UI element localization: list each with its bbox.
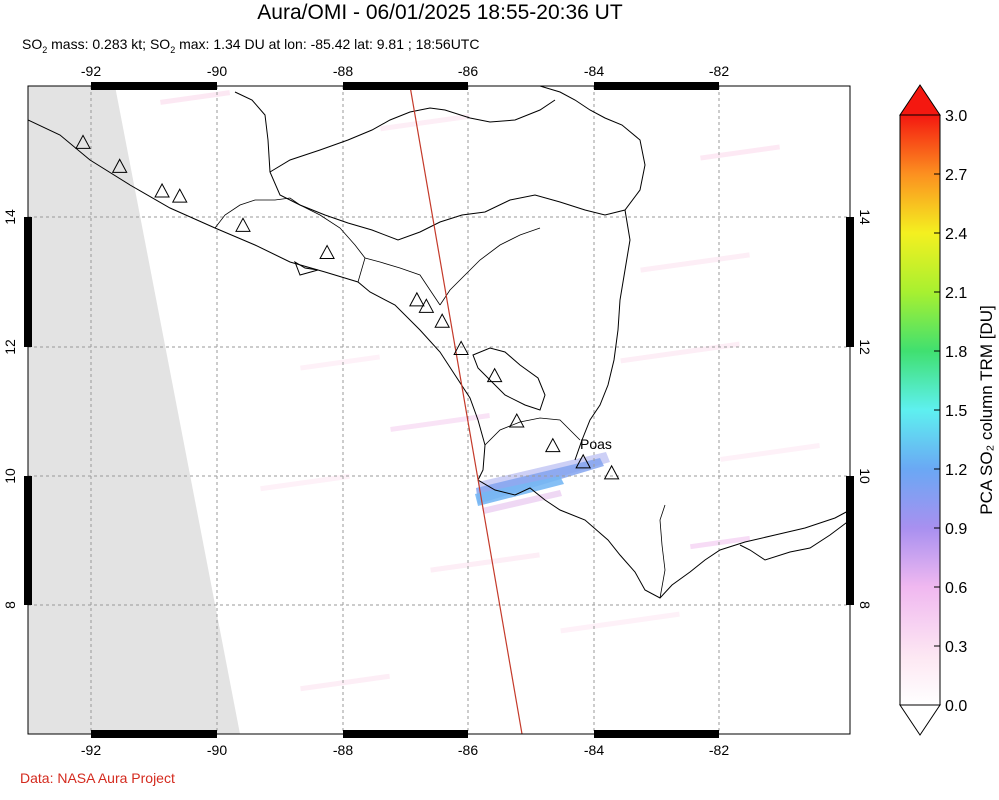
volcano-marker-5 <box>319 244 335 260</box>
colorbar-tick-labels: 3.0 2.7 2.4 2.1 1.8 1.5 1.2 0.9 0.6 0.3 … <box>945 108 967 715</box>
volcano-marker-8 <box>434 313 450 328</box>
cb-tick-10: 0.0 <box>945 698 967 715</box>
volcano-marker-13 <box>575 453 592 469</box>
map-subtitle: SO2 mass: 0.283 kt; SO2 max: 1.34 DU at … <box>22 36 479 55</box>
lat-ticks-left: 8 10 12 14 <box>2 209 18 609</box>
background-noise <box>160 90 820 692</box>
cb-tick-6: 1.2 <box>945 462 967 479</box>
cb-tick-9: 0.3 <box>945 639 967 656</box>
cb-tick-3: 2.1 <box>945 285 967 302</box>
volcano-marker-3 <box>171 188 188 203</box>
cb-tick-0: 3.0 <box>945 108 967 125</box>
lon-tick-top-1: -90 <box>207 63 227 79</box>
subtitle-sub1: 2 <box>42 44 48 55</box>
cb-tick-2: 2.4 <box>945 226 967 243</box>
volcano-marker-1 <box>111 158 128 173</box>
colorbar-max-arrow <box>899 84 941 116</box>
lon-tick-top-3: -86 <box>458 63 478 79</box>
nodata-swath <box>28 86 240 734</box>
volcano-marker-14 <box>603 464 620 480</box>
orbit-track <box>409 86 523 734</box>
volcano-marker-10 <box>486 367 503 383</box>
lon-ticks-top: -92 -90 -88 -86 -84 -82 <box>81 63 729 79</box>
volcano-marker-0 <box>75 134 91 149</box>
volcano-marker-11 <box>508 412 525 428</box>
lon-tick-bottom-0: -92 <box>81 742 101 758</box>
lat-ticks-right: 8 10 12 14 <box>857 209 873 609</box>
colorbar: 3.0 2.7 2.4 2.1 1.8 1.5 1.2 0.9 0.6 0.3 … <box>899 84 996 736</box>
map-figure: Poas -92 -90 -88 -86 -84 -82 -92 -90 -88… <box>2 63 996 758</box>
axis-bars <box>24 82 854 738</box>
subtitle-prefix: SO <box>22 36 43 52</box>
lon-tick-bottom-2: -88 <box>333 742 353 758</box>
cb-tick-7: 0.9 <box>945 521 967 538</box>
cb-tick-4: 1.8 <box>945 344 967 361</box>
lon-tick-bottom-1: -90 <box>207 742 227 758</box>
grid-lines <box>28 86 850 734</box>
colorbar-min-arrow <box>899 704 941 736</box>
volcano-label-poas: Poas <box>580 436 612 452</box>
volcano-marker-7 <box>418 298 435 313</box>
lat-tick-left-3: 14 <box>2 209 18 225</box>
lat-tick-left-2: 12 <box>2 339 18 355</box>
lon-ticks-bottom: -92 -90 -88 -86 -84 -82 <box>81 742 729 758</box>
map-title: Aura/OMI - 06/01/2025 18:55-20:36 UT <box>257 1 623 24</box>
data-credit: Data: NASA Aura Project <box>20 770 175 786</box>
cb-tick-1: 2.7 <box>945 167 967 184</box>
subtitle-sub2: 2 <box>170 44 176 55</box>
lon-tick-bottom-5: -82 <box>709 742 729 758</box>
subtitle-mid1: mass: 0.283 kt; SO <box>47 36 171 52</box>
lon-tick-bottom-4: -84 <box>584 742 604 758</box>
lat-tick-right-1: 10 <box>857 468 873 484</box>
coastline <box>28 86 850 599</box>
volcano-marker-6 <box>409 291 425 307</box>
cb-tick-5: 1.5 <box>945 403 967 420</box>
volcano-marker-2 <box>154 182 170 198</box>
lon-tick-top-4: -84 <box>584 63 604 79</box>
lat-tick-right-2: 12 <box>857 339 873 355</box>
borders <box>214 197 666 599</box>
cb-tick-8: 0.6 <box>945 580 967 597</box>
lon-tick-bottom-3: -86 <box>458 742 478 758</box>
subtitle-mid2: max: 1.34 DU at lon: -85.42 lat: 9.81 ; … <box>175 36 480 52</box>
lon-tick-top-0: -92 <box>81 63 101 79</box>
lon-tick-top-2: -88 <box>333 63 353 79</box>
colorbar-ticks <box>934 114 940 706</box>
colorbar-label: PCA SO₂ column TRM [DU] <box>977 305 996 514</box>
lon-tick-top-5: -82 <box>709 63 729 79</box>
volcano-marker-9 <box>453 340 469 355</box>
lat-tick-left-0: 8 <box>2 601 18 609</box>
map-plot-area: Poas <box>28 86 850 734</box>
lat-tick-right-3: 14 <box>857 209 873 225</box>
volcano-marker-12 <box>544 437 561 453</box>
lat-tick-right-0: 8 <box>857 601 873 609</box>
volcano-markers <box>75 134 620 480</box>
volcano-marker-4 <box>235 217 251 232</box>
lat-tick-left-1: 10 <box>2 468 18 484</box>
